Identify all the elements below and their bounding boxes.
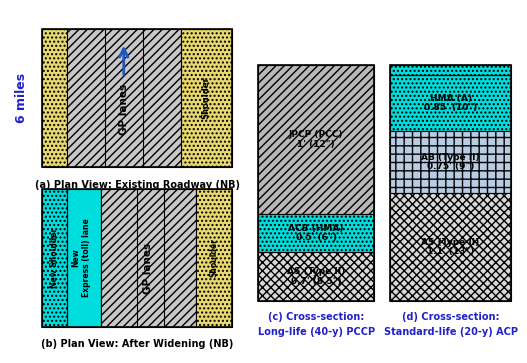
Text: 1' (12"): 1' (12") (297, 140, 335, 149)
Text: (c) Cross-section:: (c) Cross-section: (268, 312, 364, 322)
Text: AS (Type II): AS (Type II) (422, 238, 480, 247)
Text: 0.75' (9"): 0.75' (9") (427, 162, 474, 171)
Bar (42, 189, 67, 327)
Text: New Shoulder: New Shoulder (50, 228, 59, 288)
Bar (196, 189, 232, 327)
Bar (258, 65, 374, 301)
Bar (390, 65, 511, 75)
Bar (258, 214, 374, 252)
Text: 6 miles: 6 miles (15, 73, 27, 123)
Text: JPCP (PCC): JPCP (PCC) (289, 130, 344, 139)
Bar (67, 29, 181, 167)
Bar (42, 189, 232, 327)
Bar (42, 29, 67, 167)
Bar (42, 29, 232, 167)
Text: (d) Cross-section:: (d) Cross-section: (402, 312, 500, 322)
Text: 1.1' (13"): 1.1' (13") (427, 247, 474, 256)
Text: Standard-life (20-y) ACP: Standard-life (20-y) ACP (384, 327, 518, 337)
Text: GP lanes: GP lanes (143, 243, 153, 294)
Bar (181, 29, 232, 167)
Text: AB (Type II): AB (Type II) (421, 153, 480, 162)
Text: 0.85' (10"): 0.85' (10") (424, 103, 477, 112)
Text: ACB (HMA): ACB (HMA) (288, 224, 344, 233)
Bar (258, 252, 374, 301)
Text: HMA (A): HMA (A) (430, 94, 472, 103)
Text: (b) Plan View: After Widening (NB): (b) Plan View: After Widening (NB) (41, 339, 233, 350)
Bar (390, 131, 511, 193)
Bar (67, 189, 101, 327)
Text: (a) Plan View: Existing Roadway (NB): (a) Plan View: Existing Roadway (NB) (35, 180, 239, 190)
Text: GP lanes: GP lanes (119, 83, 129, 135)
Text: 0.7' (8.5"): 0.7' (8.5") (291, 277, 341, 286)
Text: Shoulder: Shoulder (202, 77, 211, 119)
Bar (390, 75, 511, 131)
Text: Shoulder: Shoulder (209, 238, 218, 277)
Bar (390, 193, 511, 301)
Bar (390, 65, 511, 301)
Text: Long-life (40-y) PCCP: Long-life (40-y) PCCP (258, 327, 375, 337)
Bar (258, 65, 374, 214)
Text: AS (Type II): AS (Type II) (287, 267, 345, 276)
Text: New
Express (toll) lane: New Express (toll) lane (71, 219, 91, 297)
Bar (101, 189, 196, 327)
Text: 0.5' (6"): 0.5' (6") (296, 233, 337, 242)
